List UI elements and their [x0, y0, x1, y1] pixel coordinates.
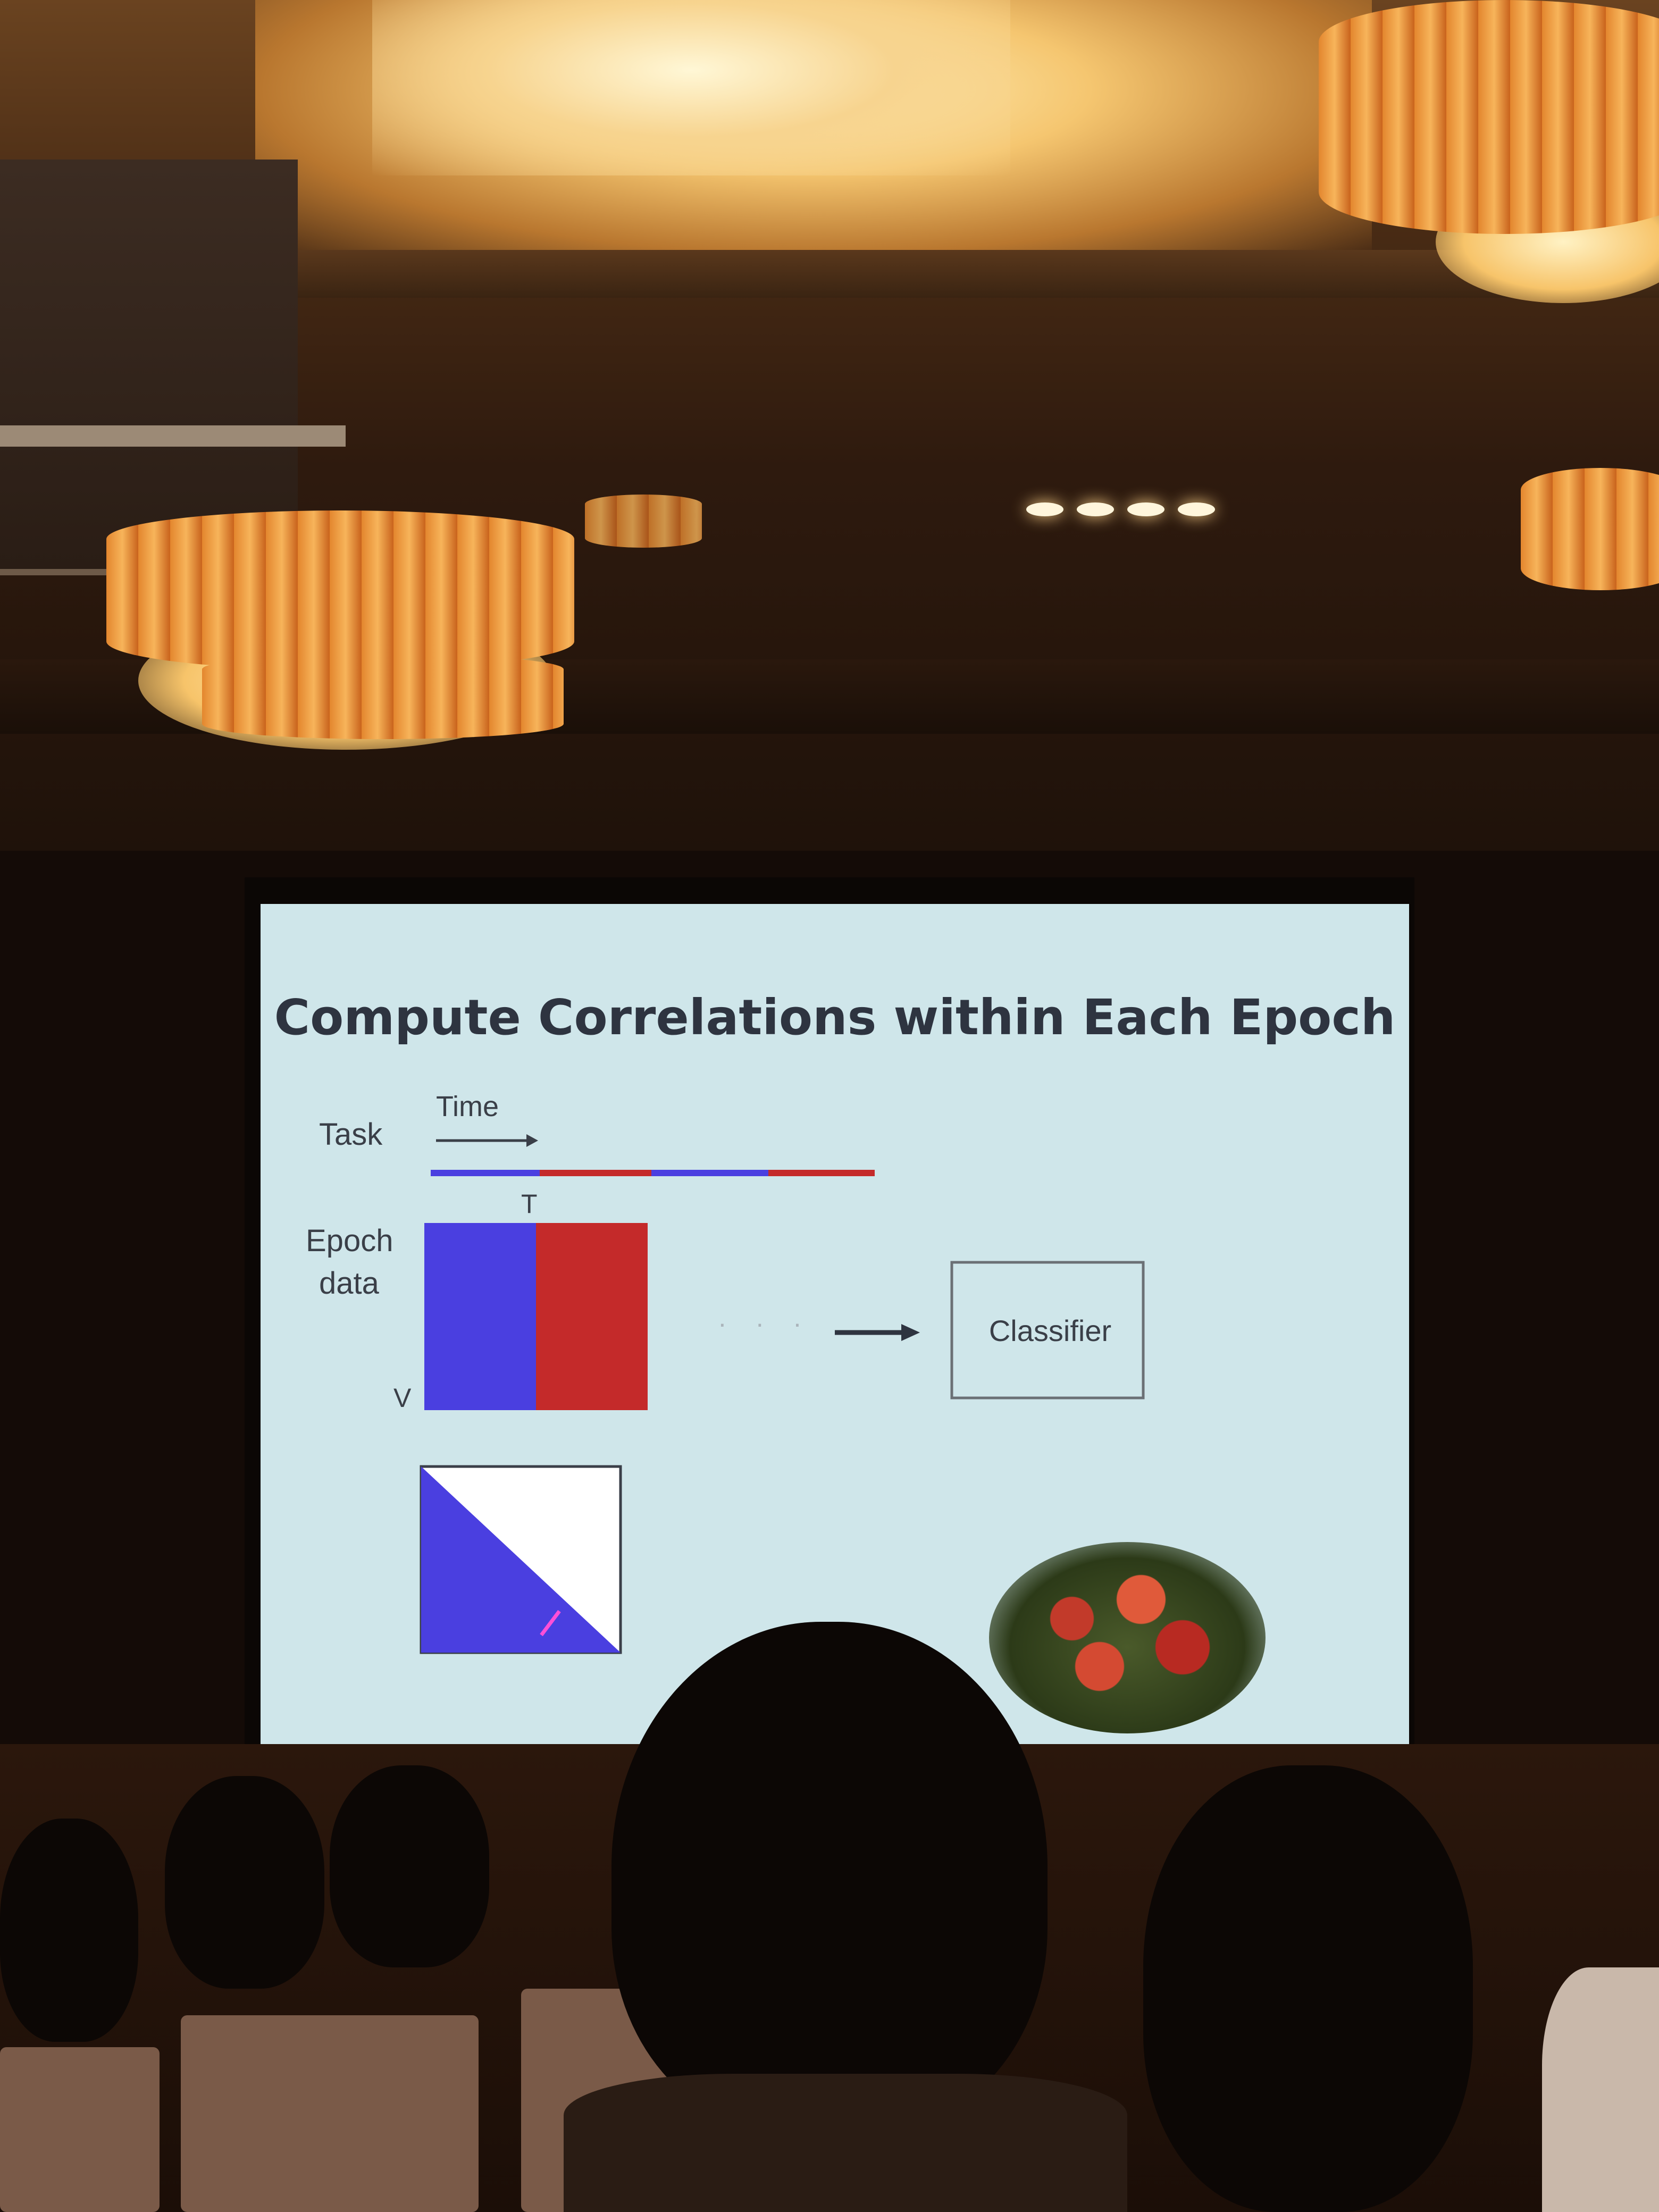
ceiling-spotlight	[1026, 502, 1063, 516]
pendant-lamp-right-far	[1521, 468, 1659, 590]
chair	[0, 2047, 160, 2212]
chair	[181, 2015, 479, 2212]
foreground-shoulders	[564, 2074, 1127, 2212]
time-label: Time	[436, 1091, 499, 1122]
arrow-to-classifier	[835, 1324, 920, 1341]
foreground-head	[611, 1622, 1048, 2132]
epoch-label-line2: data	[319, 1266, 379, 1301]
ceiling-spotlight	[1077, 502, 1114, 516]
flower-arrangement	[989, 1542, 1266, 1733]
pendant-lamp-left	[106, 510, 574, 670]
t-marker: T	[521, 1189, 538, 1219]
epoch-block-blue	[424, 1223, 536, 1410]
task-label: Task	[319, 1117, 383, 1152]
audience-person-right	[1542, 1967, 1659, 2212]
audience-head	[0, 1819, 138, 2042]
pendant-lamp-left-lower	[202, 654, 564, 739]
slide-title: Compute Correlations within Each Epoch	[274, 989, 1396, 1046]
audience-head	[330, 1765, 489, 1967]
pendant-lamp-right	[1319, 0, 1659, 234]
ellipsis-dots: · · ·	[718, 1309, 812, 1338]
time-arrow	[436, 1134, 538, 1147]
epoch-label-line1: Epoch	[306, 1224, 393, 1258]
projector-mount	[0, 160, 298, 575]
ceiling-spotlight	[1178, 502, 1215, 516]
projector-shelf	[0, 425, 346, 447]
correlation-matrix	[420, 1465, 622, 1654]
v-marker: V	[393, 1383, 412, 1413]
classifier-box	[950, 1261, 1145, 1400]
epoch-data-matrix	[424, 1223, 648, 1410]
ceiling-beam	[298, 250, 1659, 298]
audience-head	[1143, 1765, 1473, 2212]
ceiling-spotlight	[1127, 502, 1164, 516]
classifier-label: Classifier	[988, 1314, 1112, 1347]
epoch-block-red	[536, 1223, 648, 1410]
audience-head	[165, 1776, 324, 1989]
ceiling-light-cove-inner	[372, 0, 1010, 175]
slide-diagram	[420, 1134, 1145, 1654]
pendant-lamp-middle	[585, 495, 702, 548]
